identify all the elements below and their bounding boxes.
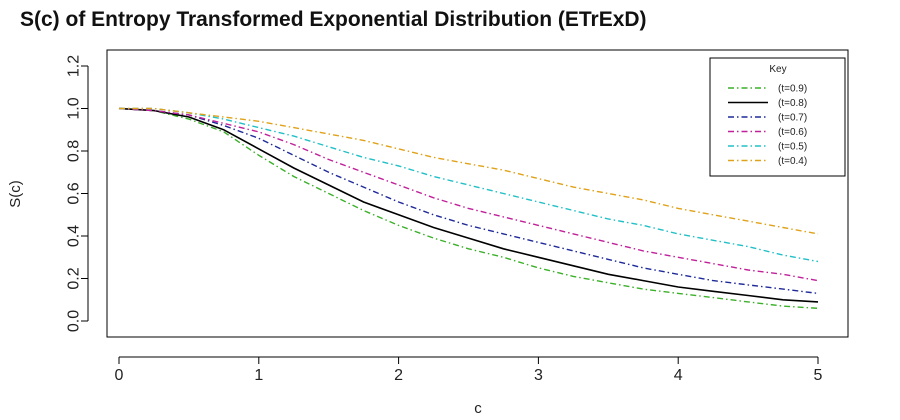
series-line-2 (118, 107, 819, 303)
legend-label: (t=0.6) (778, 127, 807, 138)
legend-label: (t=0.5) (778, 142, 807, 153)
legend-label: (t=0.4) (778, 156, 807, 167)
y-tick-label: 0.6 (66, 182, 83, 204)
x-tick-label: 2 (394, 367, 403, 384)
series-line-1 (118, 107, 819, 309)
x-tick-label: 1 (254, 367, 263, 384)
plot-frame (106, 49, 849, 338)
legend-items: (t=0.9) (t=0.8) (t=0.7) (t=0.6) (t=0.5) (t=0.… (728, 84, 807, 167)
legend-title: Key (769, 64, 786, 75)
y-tick-label: 0.8 (66, 140, 83, 162)
y-axis-label: S(c) (7, 180, 24, 208)
y-tick-label: 1.2 (66, 55, 83, 77)
legend: Key (t=0.9)(t=0.8)(t=0.7)(t=0.6)(t=0.5)(… (709, 57, 846, 177)
x-tick-label: 0 (115, 367, 124, 384)
legend-label: (t=0.7) (778, 113, 807, 124)
y-tick-label: 0.4 (66, 225, 83, 247)
axes: 0 1 2 3 4 5 0.0 0.2 0.4 0.6 0.8 1.0 1.2 (66, 55, 823, 384)
series-line-4 (118, 107, 819, 282)
y-tick-label: 0.2 (66, 267, 83, 289)
legend-label: (t=0.8) (778, 98, 807, 109)
y-tick-label: 1.0 (66, 97, 83, 119)
x-tick-label: 5 (814, 367, 823, 384)
x-axis-label: c (474, 400, 482, 417)
series-line-5 (119, 107, 819, 263)
x-tick-label: 4 (674, 367, 683, 384)
series-lines (118, 107, 819, 309)
x-tick-label: 3 (534, 367, 543, 384)
series-line-6 (119, 107, 819, 235)
legend-label: (t=0.9) (778, 84, 807, 95)
chart-title: S(c) of Entropy Transformed Exponential … (20, 8, 647, 31)
series-line-3 (118, 107, 819, 295)
y-tick-label: 0.0 (66, 310, 83, 332)
